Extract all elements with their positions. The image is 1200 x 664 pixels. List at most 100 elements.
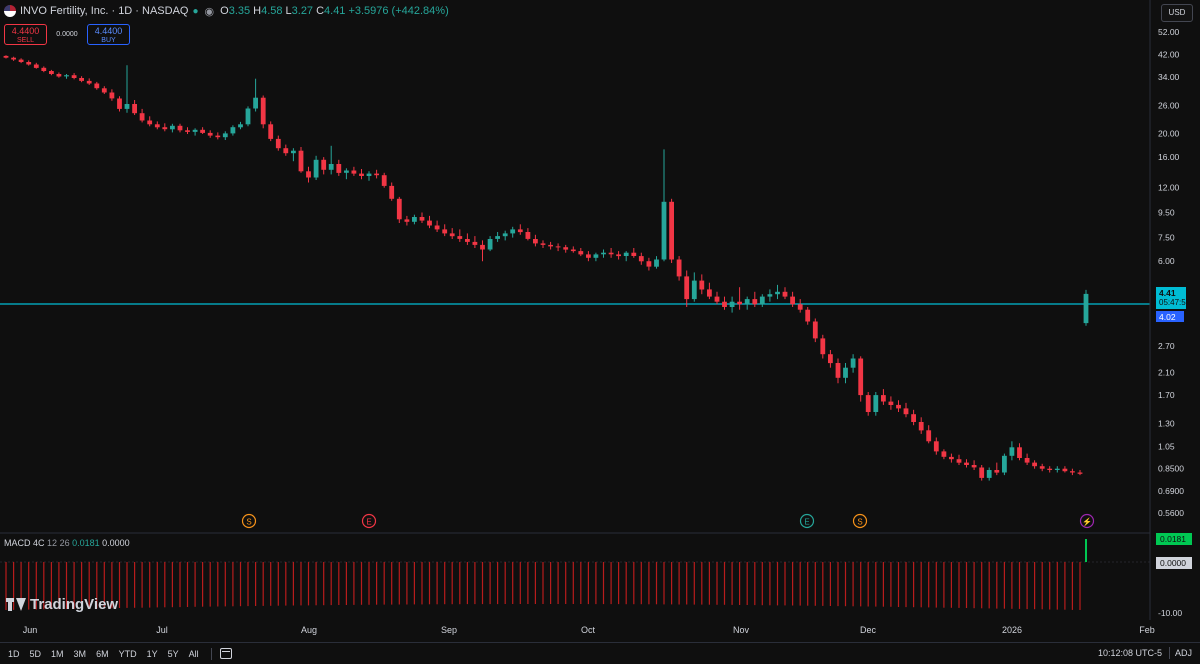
price-tick-label: 34.00: [1158, 72, 1180, 82]
macd-bar: [35, 562, 37, 610]
candle: [101, 86, 107, 94]
macd-bar: [58, 562, 60, 610]
macd-bar: [746, 562, 748, 605]
macd-bar: [103, 562, 105, 609]
candle: [1062, 466, 1068, 473]
trade-buttons: 4.4400 SELL 0.0000 4.4400 BUY: [4, 24, 130, 45]
symbol-title: INVO Fertility, Inc. · 1D · NASDAQ: [20, 5, 189, 17]
macd-bar: [481, 562, 484, 605]
macd-bar: [557, 562, 559, 604]
ohlc-low: L3.27: [285, 5, 314, 17]
event-split-icon[interactable]: S: [241, 513, 257, 529]
last-price-label: 4.41 05:47:51: [1156, 287, 1191, 309]
calendar-icon[interactable]: [219, 648, 232, 659]
bottom-toolbar: 1D 5D 1M 3M 6M YTD 1Y 5Y All 10:12:08 UT…: [0, 642, 1200, 664]
last-price-value: 4.41: [1159, 288, 1176, 298]
macd-bar: [88, 562, 90, 609]
macd-bar: [897, 562, 900, 607]
svg-text:S: S: [857, 518, 862, 527]
time-axis: Jun Jul Aug Sep Oct Nov Dec 2026 Feb: [23, 625, 1155, 635]
event-earnings-icon[interactable]: E: [799, 513, 815, 529]
macd-bar: [784, 562, 786, 606]
macd-bar: [13, 562, 15, 610]
candle: [351, 166, 357, 176]
macd-bar: [1079, 562, 1081, 610]
range-5d[interactable]: 5D: [29, 648, 42, 659]
macd-bar: [610, 562, 612, 605]
macd-bar: [814, 562, 816, 606]
prev-close-value: 4.02: [1159, 312, 1176, 322]
candle: [964, 459, 969, 468]
clock[interactable]: 10:12:08 UTC-5: [1097, 648, 1162, 658]
candle: [359, 169, 364, 180]
buy-button[interactable]: 4.4400 BUY: [87, 24, 130, 45]
candle: [192, 128, 198, 136]
price-tick-label: 0.5600: [1158, 508, 1184, 518]
symbol-legend[interactable]: INVO Fertility, Inc. · 1D · NASDAQ ● ◉ O…: [4, 4, 452, 18]
range-1y[interactable]: 1Y: [146, 648, 158, 659]
macd-legend[interactable]: MACD 4C 12 26 0.0181 0.0000: [4, 538, 130, 548]
visibility-icon[interactable]: ◉: [204, 5, 215, 18]
toolbar-divider: [1169, 647, 1170, 659]
macd-bar: [307, 562, 310, 606]
event-split-icon[interactable]: S: [852, 513, 868, 529]
currency-selector[interactable]: USD: [1161, 4, 1193, 22]
price-chart[interactable]: S E E S ⚡ 52.00 42.00 34.00 26.00 20.00 16.00 12.0…: [0, 0, 1200, 642]
svg-text:E: E: [804, 518, 809, 527]
spread-value: 0.0000: [56, 31, 78, 38]
candle: [896, 400, 901, 412]
macd-bar-last: [1085, 539, 1087, 562]
range-3m[interactable]: 3M: [73, 648, 87, 659]
candle: [941, 449, 947, 460]
macd-bar: [217, 562, 219, 607]
macd-bar: [890, 562, 892, 607]
macd-bar: [988, 562, 990, 609]
macd-bar: [20, 562, 22, 610]
range-1d[interactable]: 1D: [8, 648, 20, 659]
time-tick-label: Feb: [1139, 625, 1155, 635]
range-ytd[interactable]: YTD: [118, 648, 137, 659]
event-news-icon[interactable]: ⚡: [1079, 513, 1095, 529]
macd-axis-low: -10.00: [1158, 608, 1182, 618]
price-tick-label: 1.70: [1158, 390, 1175, 400]
macd-bar: [398, 562, 400, 605]
sell-button[interactable]: 4.4400 SELL: [4, 24, 47, 45]
macd-bar: [345, 562, 347, 605]
range-5y[interactable]: 5Y: [167, 648, 179, 659]
ohlc-close: C4.41: [316, 5, 346, 17]
macd-bar: [50, 562, 52, 610]
adj-toggle[interactable]: ADJ: [1174, 648, 1192, 658]
macd-bar: [194, 562, 196, 607]
ohlc-high: H4.58: [253, 5, 283, 17]
price-tick-label: 26.00: [1158, 101, 1180, 111]
macd-bar: [633, 562, 635, 605]
candle: [480, 240, 485, 262]
macd-bar: [451, 562, 453, 605]
macd-bar: [625, 562, 627, 605]
macd-bar: [807, 562, 809, 606]
range-all[interactable]: All: [188, 648, 199, 659]
candle: [646, 257, 652, 271]
macd-bar: [406, 562, 408, 605]
candle: [404, 215, 410, 226]
candle: [419, 212, 425, 223]
range-6m[interactable]: 6M: [96, 648, 109, 659]
candle: [1017, 443, 1022, 461]
candle: [313, 155, 319, 180]
price-axis: 52.00 42.00 34.00 26.00 20.00 16.00 12.00 9.50 7…: [1158, 27, 1184, 518]
candle: [1047, 466, 1053, 473]
candle: [888, 396, 894, 410]
candle: [714, 291, 720, 305]
candle-last: [1083, 289, 1089, 326]
candle: [3, 55, 9, 59]
range-1m[interactable]: 1M: [51, 648, 64, 659]
candle: [540, 240, 546, 248]
candle: [1054, 466, 1060, 473]
macd-bar: [602, 562, 605, 605]
macd-bar: [572, 562, 574, 604]
candle: [933, 437, 939, 455]
toolbar-divider: [210, 647, 212, 660]
event-earnings-icon[interactable]: E: [361, 513, 377, 529]
candle: [185, 127, 190, 134]
macd-bar: [648, 562, 650, 605]
